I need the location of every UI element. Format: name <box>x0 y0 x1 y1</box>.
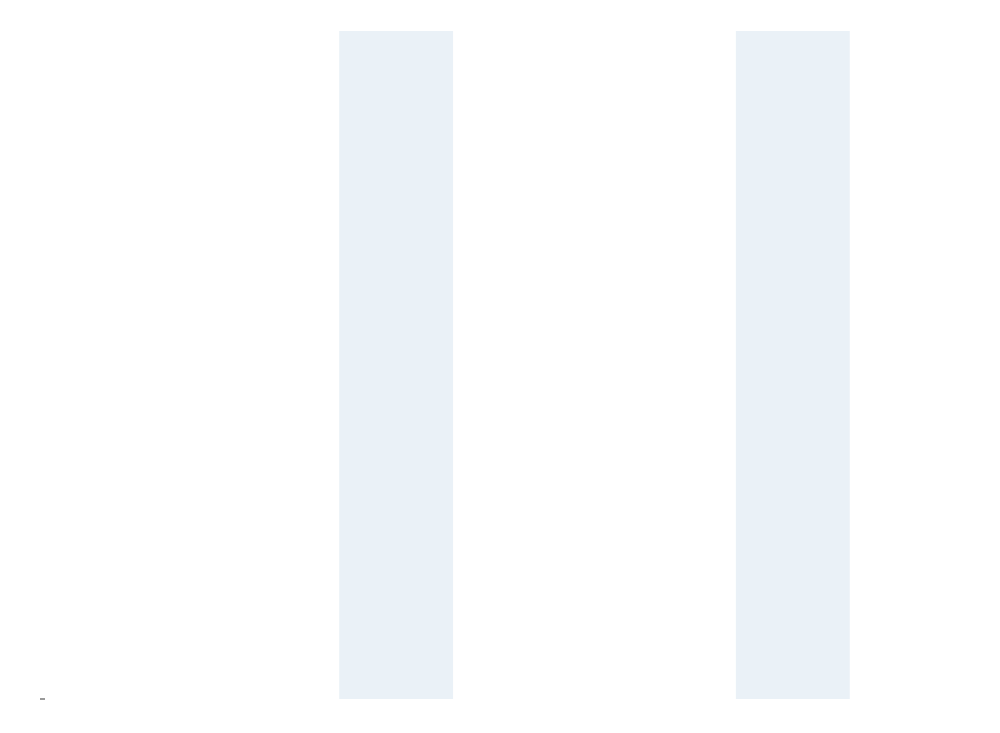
shaded-band-1 <box>736 31 850 699</box>
background <box>0 0 1000 733</box>
chart-container <box>0 0 1000 733</box>
chart-svg <box>0 0 1000 733</box>
shaded-band-0 <box>339 31 453 699</box>
